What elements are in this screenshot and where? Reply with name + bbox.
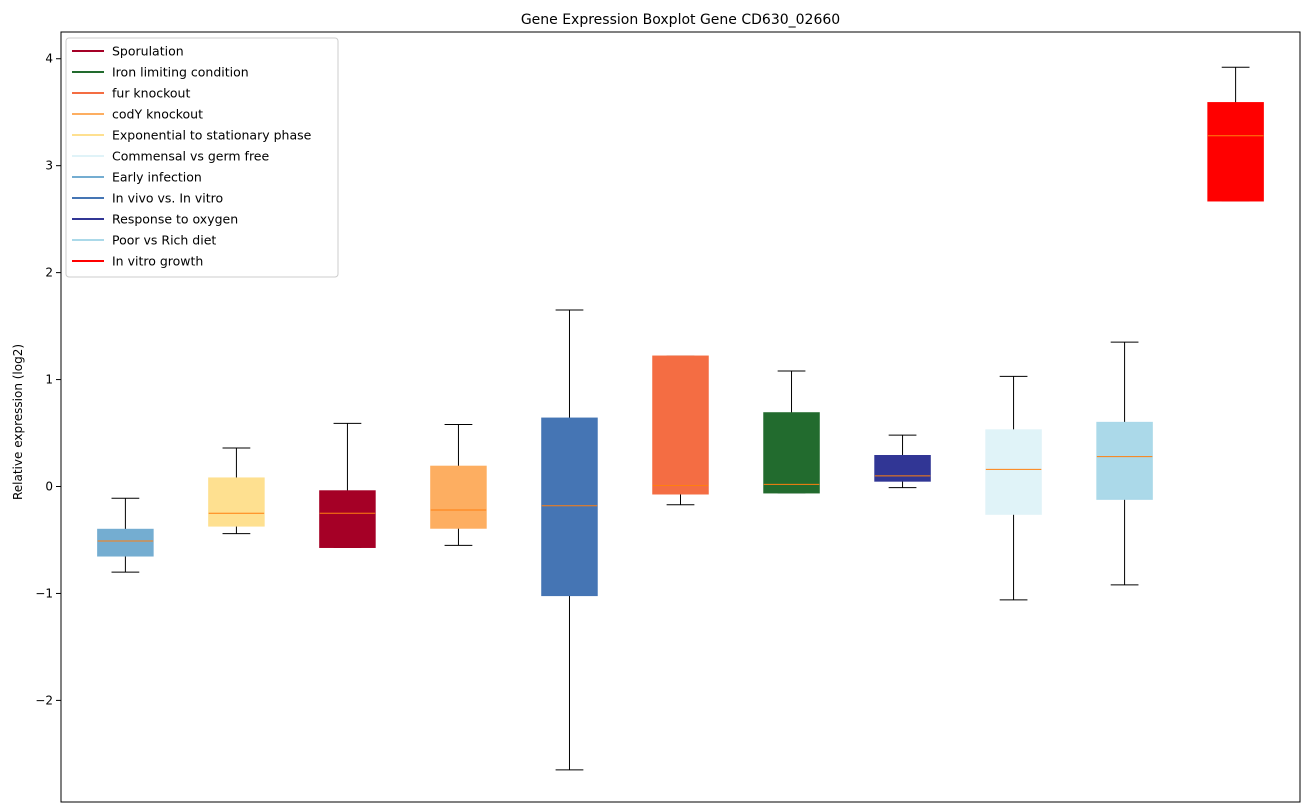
box-body: [541, 417, 598, 597]
legend-label: Sporulation: [112, 44, 184, 59]
box-11: [1207, 66, 1264, 202]
legend-entry: Early infection: [72, 170, 202, 185]
box-4: [430, 423, 487, 546]
box-8: [874, 434, 931, 489]
box-6: [652, 355, 709, 506]
box-body: [97, 528, 154, 557]
y-tick-label: 0: [45, 480, 53, 494]
y-tick-label: 1: [45, 373, 53, 387]
box-body: [1096, 421, 1153, 500]
legend-entry: Exponential to stationary phase: [72, 128, 312, 143]
box-body: [319, 490, 376, 548]
legend-label: Exponential to stationary phase: [112, 128, 312, 143]
legend-label: Response to oxygen: [112, 212, 238, 227]
boxes-layer: [97, 66, 1264, 771]
chart-title: Gene Expression Boxplot Gene CD630_02660: [521, 12, 840, 28]
legend-entry: Sporulation: [72, 44, 184, 59]
y-tick-label: −1: [35, 586, 53, 600]
box-10: [1096, 341, 1153, 586]
legend-entry: Commensal vs germ free: [72, 149, 269, 164]
box-body: [652, 355, 709, 495]
legend-label: Commensal vs germ free: [112, 149, 269, 164]
legend-entry: Iron limiting condition: [72, 65, 249, 80]
box-9: [985, 375, 1042, 601]
legend-entry: In vitro growth: [72, 254, 203, 269]
legend-entry: Poor vs Rich diet: [72, 233, 216, 248]
legend: Sporulation Iron limiting condition fur kn…: [65, 37, 339, 278]
y-axis-label: Relative expression (log2): [11, 344, 25, 500]
legend-label: Early infection: [112, 170, 202, 185]
legend-label: In vivo vs. In vitro: [112, 191, 223, 206]
box-7: [763, 370, 820, 494]
box-body: [208, 477, 265, 527]
box-3: [319, 422, 376, 548]
box-body: [763, 412, 820, 494]
legend-frame: [65, 37, 339, 278]
legend-entry: codY knockout: [72, 107, 203, 122]
y-tick-label: 4: [45, 52, 53, 66]
legend-entry: In vivo vs. In vitro: [72, 191, 223, 206]
box-body: [1207, 102, 1264, 202]
legend-entry: fur knockout: [72, 86, 190, 101]
legend-label: Iron limiting condition: [112, 65, 249, 80]
legend-label: codY knockout: [112, 107, 203, 122]
box-body: [874, 455, 931, 482]
y-tick-label: −2: [35, 693, 53, 707]
y-tick-label: 2: [45, 266, 53, 280]
box-body: [430, 465, 487, 529]
legend-label: In vitro growth: [112, 254, 203, 269]
y-tick-label: 3: [45, 159, 53, 173]
box-body: [985, 429, 1042, 515]
box-2: [208, 447, 265, 535]
box-5: [541, 309, 598, 771]
legend-label: Poor vs Rich diet: [112, 233, 216, 248]
y-axis: −2 −1 0 1 2 3 4: [35, 52, 61, 707]
plot-frame: [60, 31, 1301, 803]
legend-entry: Response to oxygen: [72, 212, 238, 227]
box-1: [97, 497, 154, 573]
legend-label: fur knockout: [112, 86, 190, 101]
